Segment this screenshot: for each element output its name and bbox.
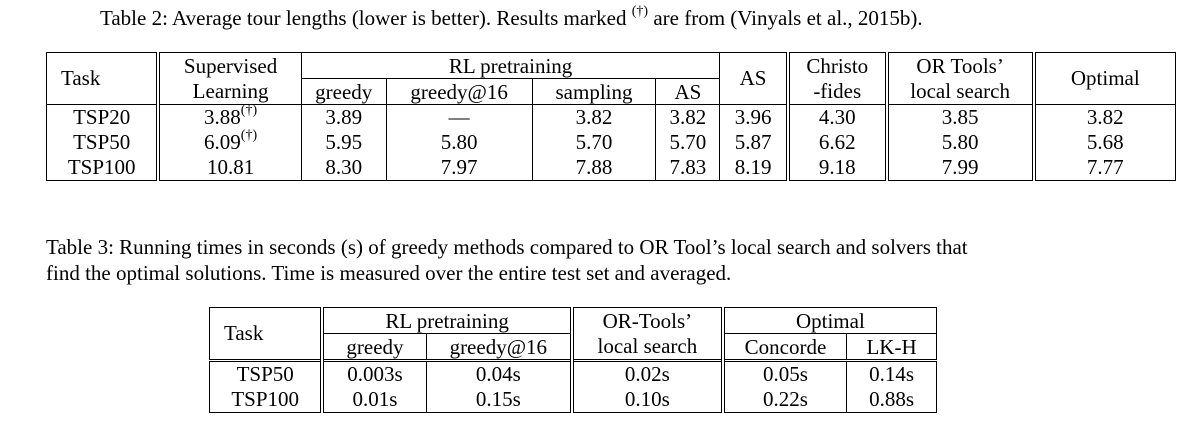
cell-ortools: 3.85 bbox=[886, 104, 1036, 130]
header-christofides-line2: -fides bbox=[787, 78, 889, 105]
header-optimal: Optimal bbox=[1033, 52, 1176, 105]
cell-sampling: 3.82 bbox=[531, 104, 656, 130]
table2-header-row: Task Supervised RL pretraining AS Christ… bbox=[46, 52, 1176, 105]
cell-rl-as: 5.70 bbox=[655, 130, 720, 155]
cell-greedy: 8.30 bbox=[300, 155, 387, 181]
table3-caption-line2: find the optimal solutions. Time is meas… bbox=[46, 261, 732, 285]
cell-greedy: 0.01s bbox=[322, 387, 427, 413]
cell-task: TSP50 bbox=[209, 360, 325, 387]
cell-supervised: 10.81 bbox=[158, 155, 302, 181]
header-rl-pretraining: RL pretraining bbox=[300, 52, 720, 79]
cell-as: 3.96 bbox=[719, 104, 790, 130]
cell-lkh: 0.88s bbox=[846, 387, 937, 413]
header-rl-as: AS bbox=[655, 78, 720, 105]
header-rl-pretraining: RL pretraining bbox=[322, 307, 574, 334]
cell-optimal: 3.82 bbox=[1033, 104, 1176, 130]
header-optimal: Optimal bbox=[722, 307, 937, 334]
cell-value: 3.88 bbox=[204, 105, 241, 129]
cell-greedy: 3.89 bbox=[300, 104, 387, 130]
table2-caption-tail: are from (Vinyals et al., 2015b). bbox=[648, 6, 923, 30]
cell-lkh: 0.14s bbox=[846, 360, 937, 387]
header-rl-greedy: greedy bbox=[322, 333, 427, 361]
dagger-mark: (†) bbox=[240, 128, 258, 143]
cell-sampling: 7.88 bbox=[531, 155, 656, 181]
header-lkh: LK-H bbox=[846, 333, 937, 361]
cell-value: 6.09 bbox=[204, 130, 241, 154]
cell-greedy: 0.003s bbox=[347, 362, 403, 386]
header-ortools-line1: OR-Tools’ bbox=[571, 307, 725, 334]
header-supervised-line1: Supervised bbox=[183, 53, 278, 78]
table2-caption-text: Table 2: Average tour lengths (lower is … bbox=[100, 6, 632, 30]
table-row: TSP50 0.003s 0.04s 0.02s 0.05s 0.14s bbox=[209, 360, 937, 387]
cell-concorde: 0.05s bbox=[762, 362, 808, 386]
cell-ortools: 0.02s bbox=[571, 360, 725, 387]
table3-header-row: Task RL pretraining OR-Tools’ Optimal bbox=[209, 307, 937, 361]
cell-as: 5.87 bbox=[719, 130, 790, 155]
cell-ortools: 0.10s bbox=[571, 387, 725, 413]
cell-concorde: 0.22s bbox=[722, 387, 847, 413]
table3-caption-line1: Table 3: Running times in seconds (s) of… bbox=[46, 235, 968, 259]
table-row: TSP100 10.81 8.30 7.97 7.88 7.83 8.19 9.… bbox=[46, 155, 1176, 181]
table2: Task Supervised RL pretraining AS Christ… bbox=[46, 52, 1176, 181]
cell-optimal: 7.77 bbox=[1033, 155, 1176, 181]
header-ortools-line2: local search bbox=[886, 78, 1036, 105]
cell-rl-as: 7.83 bbox=[655, 155, 720, 181]
header-ortools-line2: local search bbox=[571, 333, 725, 361]
cell-optimal: 5.68 bbox=[1033, 130, 1176, 155]
table2-caption: Table 2: Average tour lengths (lower is … bbox=[100, 5, 923, 31]
cell-ortools: 5.80 bbox=[886, 130, 1036, 155]
header-supervised-line2: Learning bbox=[158, 78, 302, 105]
header-rl-greedy16: greedy@16 bbox=[425, 333, 574, 361]
cell-task: TSP50 bbox=[46, 130, 161, 155]
header-as: AS bbox=[719, 52, 790, 105]
cell-task: TSP100 bbox=[209, 387, 325, 413]
cell-supervised: 3.88(†) bbox=[158, 103, 301, 131]
header-concorde: Concorde bbox=[722, 333, 847, 361]
table-row: TSP50 6.09(†) 5.95 5.80 5.70 5.70 5.87 6… bbox=[46, 128, 1176, 155]
header-task: Task bbox=[46, 52, 161, 105]
dagger-mark: (†) bbox=[240, 103, 258, 118]
cell-greedy16: 0.04s bbox=[425, 360, 574, 387]
cell-greedy: 5.95 bbox=[300, 130, 387, 155]
cell-rl-as: 3.82 bbox=[655, 104, 720, 130]
cell-christofides: 6.62 bbox=[787, 130, 889, 155]
cell-greedy16: 7.97 bbox=[385, 155, 533, 181]
header-ortools-line1: OR Tools’ bbox=[886, 52, 1036, 79]
cell-greedy16: 0.15s bbox=[425, 387, 574, 413]
cell-supervised: 6.09(†) bbox=[158, 128, 301, 155]
table-row: TSP100 0.01s 0.15s 0.10s 0.22s 0.88s bbox=[209, 387, 937, 413]
header-christofides-line1: Christo bbox=[787, 52, 889, 79]
cell-ortools: 7.99 bbox=[886, 155, 1036, 181]
header-task: Task bbox=[209, 307, 325, 361]
header-rl-greedy: greedy bbox=[300, 78, 387, 105]
table3: Task RL pretraining OR-Tools’ Optimal gr… bbox=[209, 307, 937, 413]
table-row: TSP20 3.88(†) 3.89 — 3.82 3.82 3.96 4.30… bbox=[46, 103, 1176, 131]
cell-christofides: 4.30 bbox=[787, 104, 889, 130]
table3-caption: Table 3: Running times in seconds (s) of… bbox=[46, 234, 968, 286]
header-rl-greedy16: greedy@16 bbox=[385, 78, 533, 105]
dagger-mark: (†) bbox=[631, 4, 649, 19]
cell-task: TSP100 bbox=[46, 155, 161, 181]
table3-subheader-row: greedy greedy@16 local search Concorde L… bbox=[209, 333, 937, 361]
cell-sampling: 5.70 bbox=[531, 130, 656, 155]
cell-greedy16: 5.80 bbox=[385, 130, 533, 155]
table2-subheader-row: Learning greedy greedy@16 sampling AS -f… bbox=[46, 78, 1176, 105]
header-rl-sampling: sampling bbox=[531, 78, 656, 105]
cell-christofides: 9.18 bbox=[787, 155, 889, 181]
cell-greedy16: — bbox=[385, 104, 533, 130]
cell-as: 8.19 bbox=[719, 155, 790, 181]
cell-task: TSP20 bbox=[46, 104, 161, 130]
cell-value: 10.81 bbox=[206, 155, 255, 179]
